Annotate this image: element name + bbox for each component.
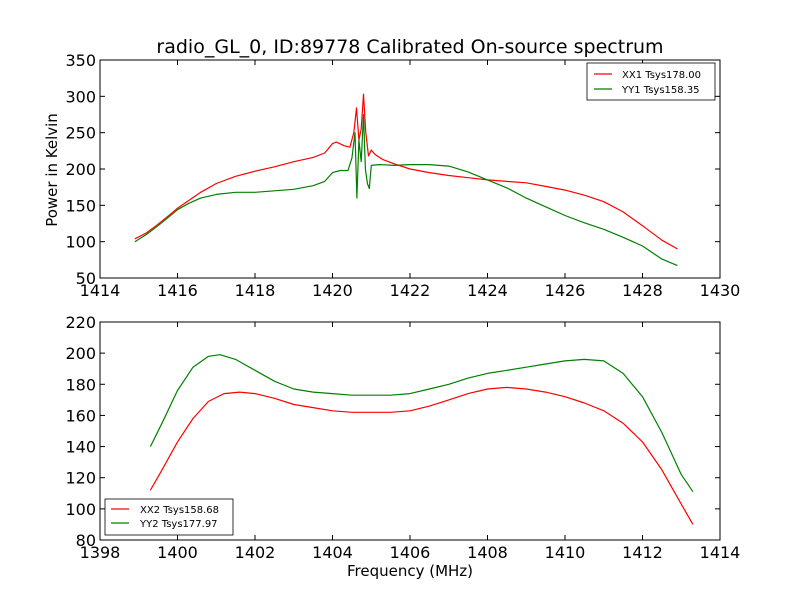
chart-title: radio_GL_0, ID:89778 Calibrated On-sourc… [156, 36, 663, 58]
top-spectrum-chart: radio_GL_0, ID:89778 Calibrated On-sourc… [43, 36, 740, 300]
y-tick-label: 250 [65, 124, 96, 143]
legend-label-xx2: XX2 Tsys158.68 [140, 505, 219, 516]
y-axis-label: Power in Kelvin [43, 113, 61, 227]
bottom-spectrum-chart: 1398 1400 1402 1404 1406 1408 1410 1412 1414 80 10… [65, 313, 740, 580]
x-tick-label: 1422 [390, 281, 431, 300]
legend: XX1 Tsys178.00 YY1 Tsys158.35 [586, 62, 716, 101]
series-line-yy1 [134, 113, 678, 267]
y-tick-label: 200 [65, 344, 96, 363]
x-tick-label: 1414 [700, 543, 741, 562]
x-tick-label: 1424 [467, 281, 508, 300]
x-tick-label: 1418 [235, 281, 276, 300]
x-tick-label: 1400 [157, 543, 198, 562]
x-axis-label: Frequency (MHz) [347, 562, 473, 580]
x-tick-label: 1430 [700, 281, 741, 300]
legend-label-xx1: XX1 Tsys178.00 [622, 70, 701, 81]
x-tick-label: 1412 [622, 543, 663, 562]
x-tick-label: 1402 [235, 543, 276, 562]
x-tick-label: 1404 [312, 543, 353, 562]
x-tick-label: 1408 [467, 543, 508, 562]
y-tick-label: 200 [65, 160, 96, 179]
ticks-layer: 1398 1400 1402 1404 1406 1408 1410 1412 1414 80 10… [65, 313, 740, 562]
legend-box [104, 498, 234, 536]
y-tick-label: 160 [65, 406, 96, 425]
x-tick-label: 1428 [622, 281, 663, 300]
y-tick-label: 140 [65, 438, 96, 457]
x-tick-label: 1426 [545, 281, 586, 300]
legend: XX2 Tsys158.68 YY2 Tsys177.97 [104, 498, 234, 536]
series-line-xx1 [134, 93, 678, 250]
series-line-xx2 [149, 386, 694, 525]
series-line-yy2 [149, 354, 694, 493]
y-tick-label: 180 [65, 375, 96, 394]
y-tick-label: 120 [65, 469, 96, 488]
y-tick-label: 300 [65, 87, 96, 106]
legend-box [586, 62, 716, 101]
series-layer [134, 93, 678, 267]
y-tick-label: 220 [65, 313, 96, 332]
y-tick-label: 80 [76, 531, 96, 550]
series-layer [149, 354, 694, 525]
x-tick-label: 1414 [80, 281, 121, 300]
legend-label-yy1: YY1 Tsys158.35 [621, 85, 700, 96]
y-tick-label: 100 [65, 500, 96, 519]
x-tick-label: 1416 [157, 281, 198, 300]
x-tick-label: 1406 [390, 543, 431, 562]
x-tick-label: 1398 [80, 543, 121, 562]
ticks-layer: 1414 1416 1418 1420 1422 1424 1426 1428 1430 50 10… [65, 51, 740, 300]
y-tick-label: 50 [76, 269, 96, 288]
legend-label-yy2: YY2 Tsys177.97 [139, 519, 218, 530]
x-tick-label: 1410 [545, 543, 586, 562]
x-tick-label: 1420 [312, 281, 353, 300]
y-tick-label: 350 [65, 51, 96, 70]
y-tick-label: 100 [65, 233, 96, 252]
y-tick-label: 150 [65, 196, 96, 215]
